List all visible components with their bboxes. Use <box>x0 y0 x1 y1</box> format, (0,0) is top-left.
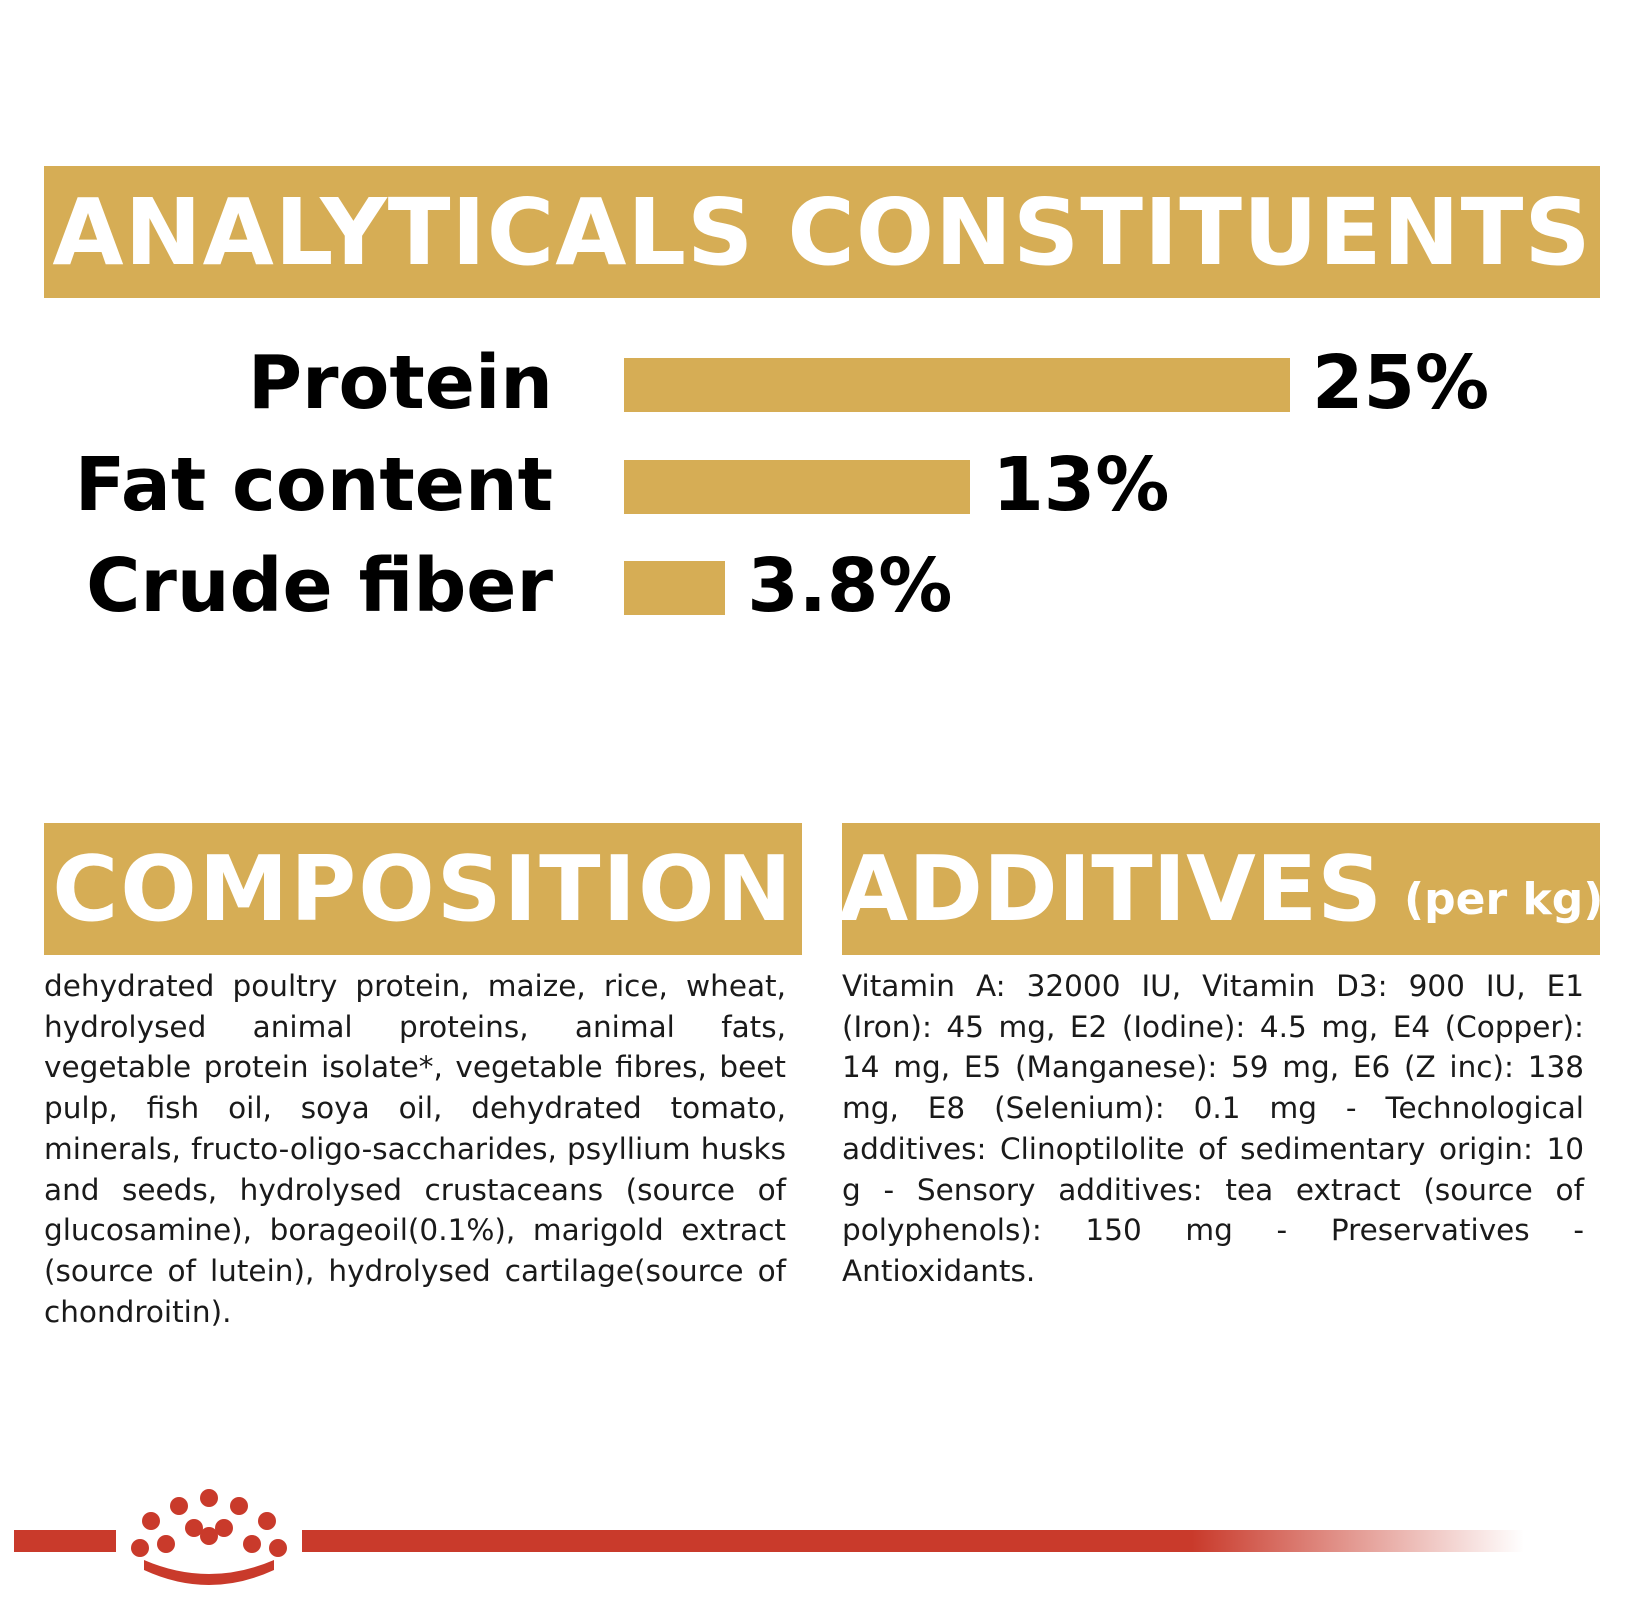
composition-header: COMPOSITION <box>44 823 802 955</box>
bar-label-fat-content: Fat content <box>74 442 553 528</box>
analytics-title: ANALYTICALS CONSTITUENTS <box>52 178 1592 286</box>
additives-unit: (per kg) <box>1404 873 1600 925</box>
analytics-header: ANALYTICALS CONSTITUENTS <box>44 166 1600 298</box>
additives-header: ADDITIVES (per kg) <box>842 823 1600 955</box>
additives-text: Vitamin A: 32000 IU, Vitamin D3: 900 IU,… <box>842 969 1584 1288</box>
bar-value-crude-fiber: 3.8% <box>747 543 953 629</box>
composition-title: COMPOSITION <box>52 836 794 942</box>
composition-text: dehydrated poultry protein, maize, rice,… <box>44 969 786 1329</box>
royal-canin-crown-icon <box>116 1488 302 1592</box>
bar-value-fat-content: 13% <box>992 442 1170 528</box>
bar-fat-content <box>624 460 971 514</box>
bar-protein <box>624 358 1290 412</box>
bar-label-crude-fiber: Crude fiber <box>86 543 553 629</box>
footer-brand-line <box>14 1530 1524 1552</box>
bar-label-protein: Protein <box>247 340 553 426</box>
bar-crude-fiber <box>624 561 726 615</box>
additives-title: ADDITIVES <box>842 836 1383 942</box>
bar-value-protein: 25% <box>1312 340 1490 426</box>
